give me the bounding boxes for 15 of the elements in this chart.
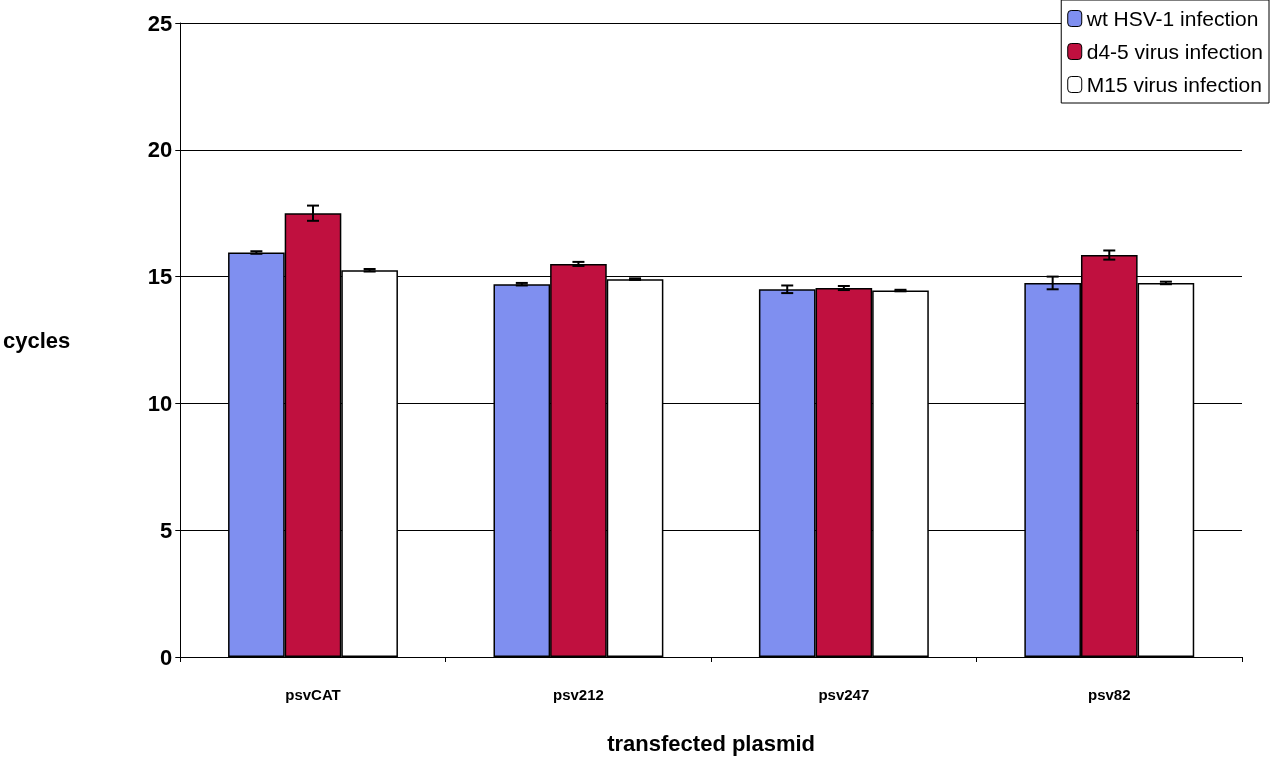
x-axis-title: transfected plasmid bbox=[607, 730, 816, 756]
y-tick-label: 25 bbox=[147, 10, 173, 36]
legend-label: d4-5 virus infection bbox=[1086, 40, 1264, 63]
x-tick-label: psv212 bbox=[552, 686, 604, 703]
x-tick-label: psvCAT bbox=[285, 686, 341, 703]
y-tick-label: 15 bbox=[147, 264, 173, 290]
x-tick-label: psv247 bbox=[818, 686, 870, 703]
legend-label: M15 virus infection bbox=[1086, 73, 1262, 96]
y-tick-label: 10 bbox=[147, 390, 173, 416]
y-tick-label: 5 bbox=[160, 517, 173, 543]
y-tick-label: 0 bbox=[160, 644, 173, 670]
y-axis-title: cycles bbox=[2, 327, 71, 353]
legend-label: wt HSV-1 infection bbox=[1085, 7, 1259, 30]
y-tick-label: 20 bbox=[147, 137, 173, 163]
x-tick-label: psv82 bbox=[1088, 686, 1131, 703]
